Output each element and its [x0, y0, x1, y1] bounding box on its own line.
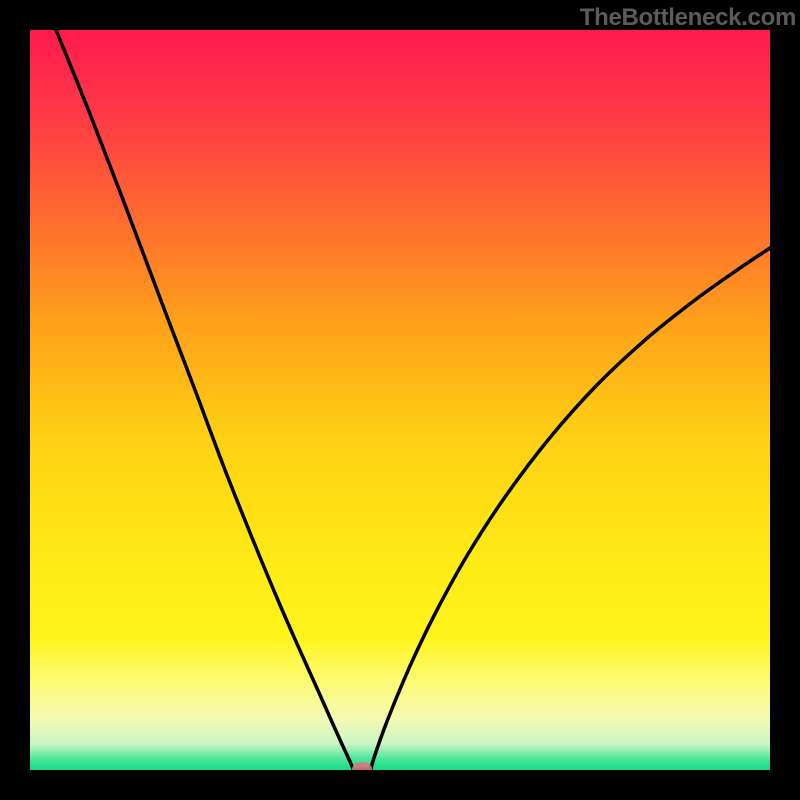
plot-area — [30, 30, 770, 770]
chart-frame — [0, 0, 800, 800]
chart-svg — [0, 0, 800, 800]
watermark-text: TheBottleneck.com — [510, 4, 796, 32]
